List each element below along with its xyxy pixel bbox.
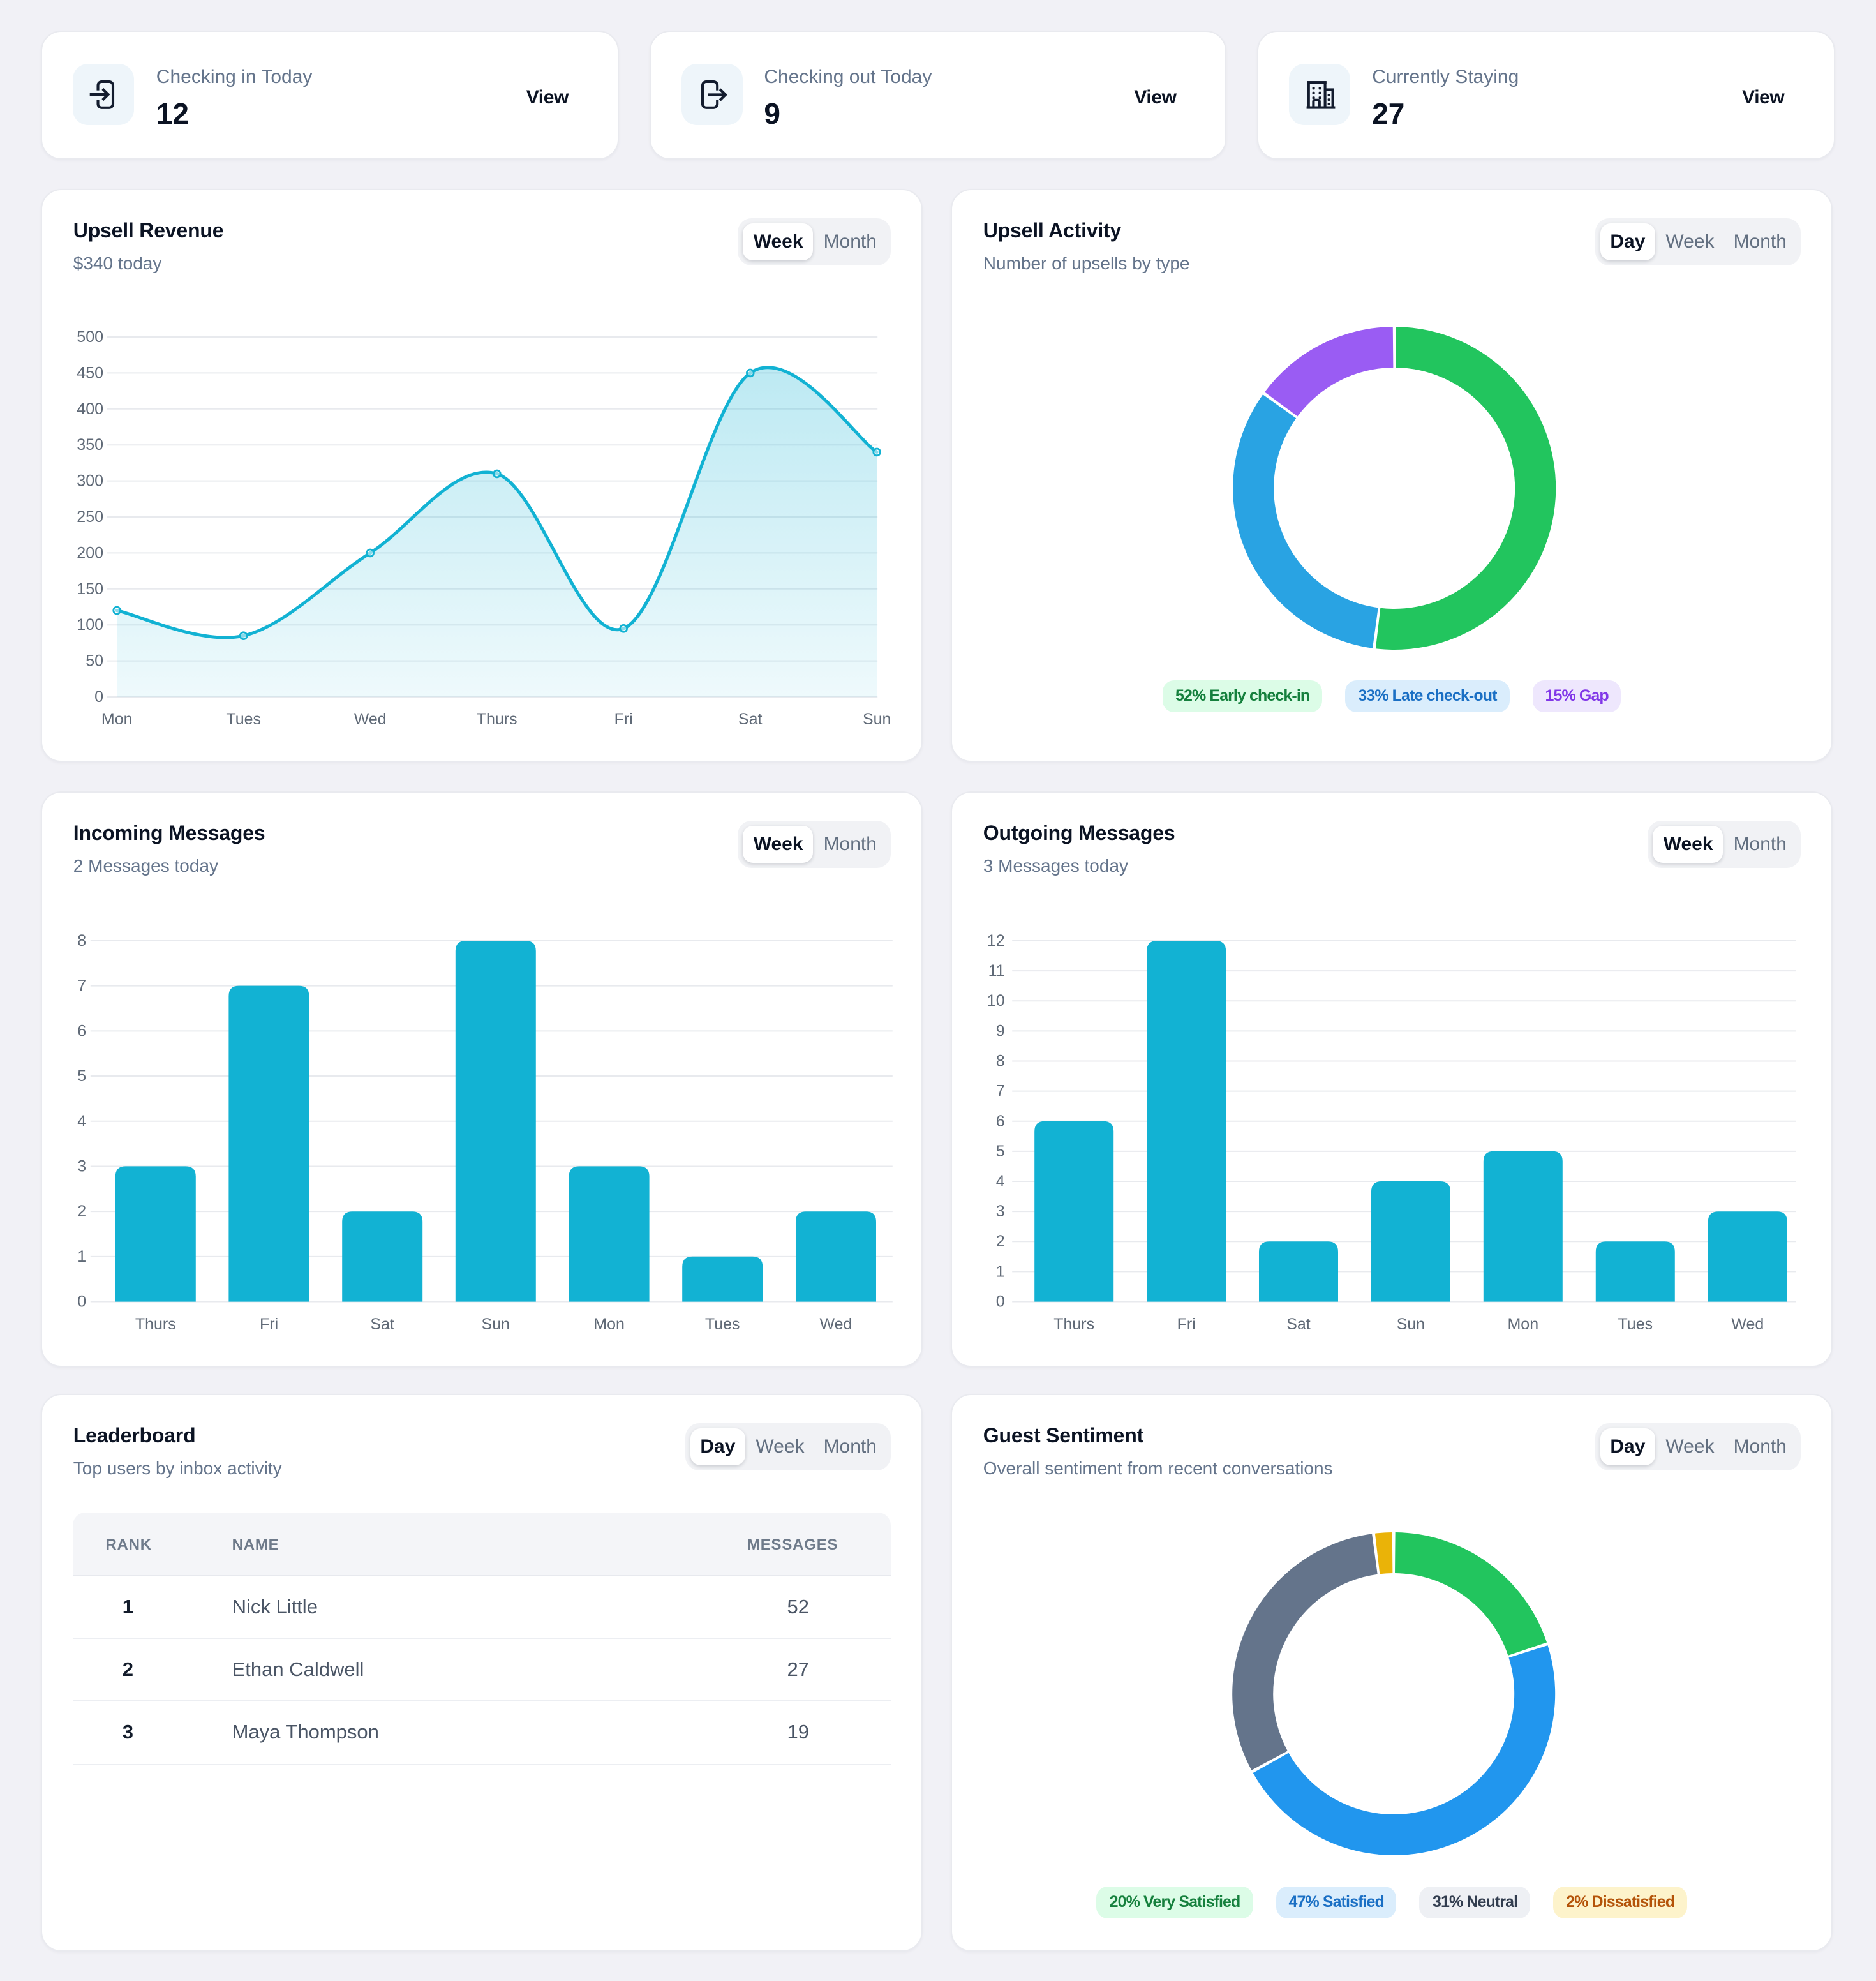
svg-text:Wed: Wed bbox=[820, 1315, 852, 1333]
svg-text:12: 12 bbox=[988, 931, 1006, 949]
svg-text:0: 0 bbox=[996, 1292, 1005, 1310]
svg-text:Sat: Sat bbox=[1287, 1315, 1311, 1333]
svg-text:0: 0 bbox=[78, 1292, 87, 1310]
svg-text:Mon: Mon bbox=[102, 710, 133, 728]
svg-text:350: 350 bbox=[77, 436, 104, 454]
svg-text:Fri: Fri bbox=[260, 1315, 279, 1333]
svg-text:1: 1 bbox=[78, 1247, 87, 1265]
svg-text:4: 4 bbox=[996, 1172, 1005, 1190]
svg-text:2: 2 bbox=[78, 1202, 87, 1220]
svg-text:Sun: Sun bbox=[482, 1315, 510, 1333]
svg-text:150: 150 bbox=[77, 580, 104, 598]
svg-text:100: 100 bbox=[77, 616, 104, 634]
svg-text:Tues: Tues bbox=[227, 710, 262, 728]
svg-text:Wed: Wed bbox=[1732, 1315, 1764, 1333]
svg-text:3: 3 bbox=[996, 1202, 1005, 1220]
svg-text:300: 300 bbox=[77, 472, 104, 490]
svg-text:9: 9 bbox=[996, 1021, 1005, 1039]
svg-text:Thurs: Thurs bbox=[1054, 1315, 1095, 1333]
svg-text:1: 1 bbox=[996, 1262, 1005, 1280]
svg-text:Fri: Fri bbox=[1177, 1315, 1196, 1333]
svg-text:Sun: Sun bbox=[863, 710, 891, 728]
svg-text:10: 10 bbox=[988, 991, 1006, 1009]
svg-text:7: 7 bbox=[996, 1082, 1005, 1100]
svg-text:Sun: Sun bbox=[1397, 1315, 1426, 1333]
svg-text:Sat: Sat bbox=[739, 710, 763, 728]
svg-text:50: 50 bbox=[86, 652, 104, 670]
svg-text:8: 8 bbox=[78, 931, 87, 949]
svg-text:11: 11 bbox=[988, 961, 1005, 979]
svg-text:450: 450 bbox=[77, 364, 104, 382]
svg-text:Sat: Sat bbox=[371, 1315, 395, 1333]
svg-text:200: 200 bbox=[77, 544, 104, 562]
svg-text:8: 8 bbox=[996, 1052, 1005, 1070]
svg-text:Tues: Tues bbox=[706, 1315, 741, 1333]
svg-text:Mon: Mon bbox=[1508, 1315, 1539, 1333]
svg-text:Thurs: Thurs bbox=[136, 1315, 177, 1333]
svg-text:2: 2 bbox=[996, 1232, 1005, 1250]
svg-text:Wed: Wed bbox=[355, 710, 387, 728]
svg-text:Tues: Tues bbox=[1618, 1315, 1653, 1333]
svg-text:3: 3 bbox=[78, 1156, 87, 1174]
svg-text:6: 6 bbox=[78, 1021, 87, 1039]
svg-text:5: 5 bbox=[78, 1066, 87, 1084]
svg-text:250: 250 bbox=[77, 508, 104, 526]
svg-text:7: 7 bbox=[78, 976, 87, 994]
svg-text:4: 4 bbox=[78, 1112, 87, 1130]
svg-text:500: 500 bbox=[77, 328, 104, 346]
svg-text:6: 6 bbox=[996, 1112, 1005, 1130]
svg-text:Thurs: Thurs bbox=[477, 710, 518, 728]
svg-text:Mon: Mon bbox=[594, 1315, 625, 1333]
svg-text:0: 0 bbox=[95, 688, 104, 706]
svg-text:400: 400 bbox=[77, 400, 104, 418]
svg-text:Fri: Fri bbox=[614, 710, 633, 728]
svg-text:5: 5 bbox=[996, 1142, 1005, 1160]
